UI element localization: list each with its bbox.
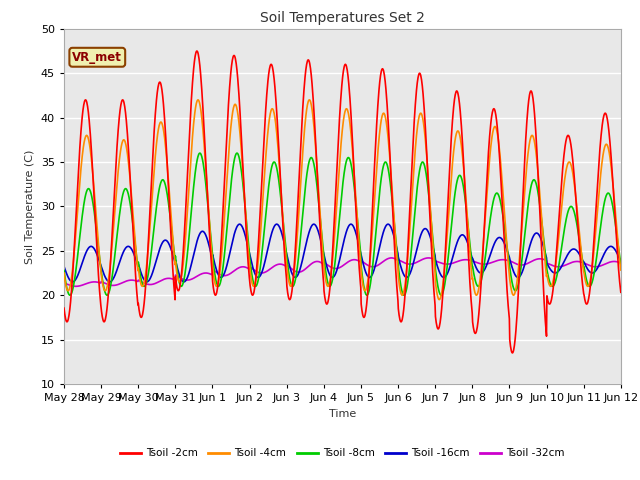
Text: VR_met: VR_met	[72, 51, 122, 64]
X-axis label: Time: Time	[329, 408, 356, 419]
Title: Soil Temperatures Set 2: Soil Temperatures Set 2	[260, 11, 425, 25]
Legend: Tsoil -2cm, Tsoil -4cm, Tsoil -8cm, Tsoil -16cm, Tsoil -32cm: Tsoil -2cm, Tsoil -4cm, Tsoil -8cm, Tsoi…	[116, 444, 569, 463]
Y-axis label: Soil Temperature (C): Soil Temperature (C)	[26, 149, 35, 264]
